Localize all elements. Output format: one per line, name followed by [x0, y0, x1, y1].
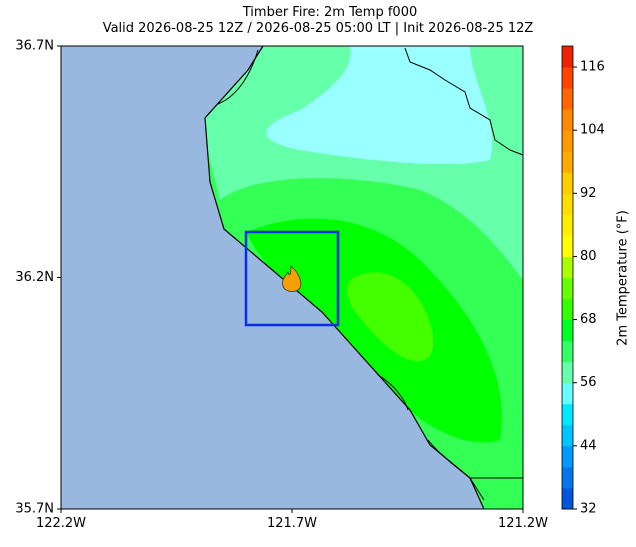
- colorbar-tick-label: 116: [580, 60, 605, 75]
- colorbar-band: [562, 214, 573, 236]
- colorbar-tick-label: 80: [580, 249, 597, 264]
- colorbar-band: [562, 403, 573, 426]
- colorbar-band: [562, 46, 573, 68]
- colorbar-band: [562, 277, 573, 300]
- colorbar-band: [562, 424, 573, 447]
- colorbar-band: [562, 88, 573, 110]
- y-tick-label: 35.7N: [15, 502, 54, 517]
- x-tick-label: 122.2W: [36, 516, 86, 531]
- colorbar-tick-label: 32: [580, 502, 597, 517]
- colorbar-band: [562, 130, 573, 152]
- colorbar-band: [562, 361, 573, 384]
- colorbar-tick-label: 92: [580, 186, 597, 201]
- colorbar-tick-label: 56: [580, 375, 597, 390]
- colorbar-band: [562, 382, 573, 405]
- colorbar-band: [562, 466, 573, 489]
- colorbar-band: [562, 235, 573, 257]
- colorbar-band: [562, 445, 573, 468]
- colorbar-band: [562, 109, 573, 131]
- colorbar-band: [562, 319, 573, 342]
- y-tick-label: 36.2N: [15, 270, 54, 285]
- x-tick-label: 121.7W: [267, 516, 317, 531]
- colorbar-band: [562, 172, 573, 194]
- colorbar-tick-label: 104: [580, 123, 605, 138]
- fire-icon: [282, 265, 302, 292]
- colorbar-band: [562, 151, 573, 173]
- colorbar-label: 2m Temperature (°F): [616, 210, 631, 346]
- colorbar-tick-label: 68: [580, 312, 597, 327]
- fire-box: [244, 230, 340, 327]
- colorbar-band: [562, 298, 573, 321]
- boundary: [217, 49, 523, 501]
- colorbar-band: [562, 487, 573, 510]
- colorbar-tick-label: 44: [580, 438, 597, 453]
- y-tick-label: 36.7N: [15, 39, 54, 54]
- county-line: [404, 47, 524, 156]
- colorbar-band: [562, 256, 573, 278]
- colorbar-band: [562, 67, 573, 89]
- colorbar-band: [562, 340, 573, 363]
- colorbar-frame: [561, 45, 574, 510]
- chart-subtitle: Valid 2026-08-25 12Z / 2026-08-25 05:00 …: [103, 21, 534, 36]
- x-tick-label: 121.2W: [498, 516, 548, 531]
- temperature-field: [205, 46, 523, 509]
- colorbar-band: [562, 193, 573, 215]
- chart-title: Timber Fire: 2m Temp f000: [242, 5, 418, 20]
- colorbar: [562, 46, 573, 510]
